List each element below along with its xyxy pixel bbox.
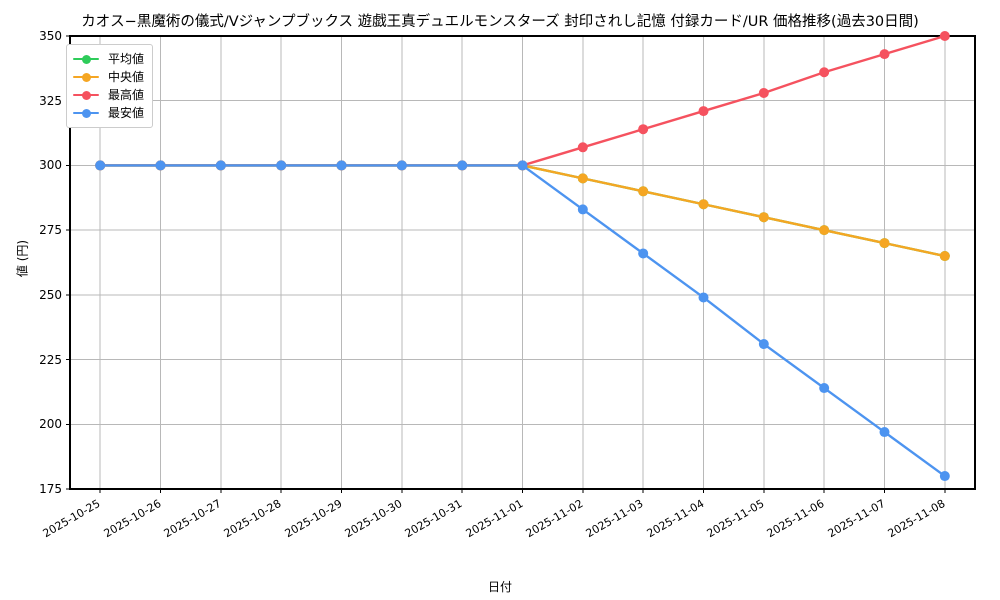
data-point-marker [577,204,588,215]
legend-marker-icon [73,106,99,120]
data-point-marker [336,160,347,171]
data-point-marker [939,471,950,482]
y-axis-tick-label: 325 [39,93,62,108]
data-point-marker [758,339,769,350]
data-point-marker [879,238,890,249]
data-point-marker [577,173,588,184]
y-axis-tick-label: 300 [39,158,62,173]
data-point-marker [698,292,709,303]
data-point-marker [819,383,830,394]
chart-legend: 平均値中央値最高値最安値 [66,44,154,128]
data-point-marker [819,225,830,236]
legend-item-label: 最安値 [108,106,145,120]
data-point-marker [155,160,166,171]
y-axis-tick-label: 350 [39,29,62,43]
data-point-marker [698,199,709,210]
data-point-marker [638,186,649,197]
legend-item-最安値[interactable]: 最安値 [73,104,144,122]
data-point-marker [95,160,106,171]
data-point-marker [939,31,950,41]
data-point-marker [457,160,468,171]
legend-marker-icon [73,52,99,66]
legend-item-平均値[interactable]: 平均値 [73,50,144,68]
data-point-marker [698,106,709,117]
axis-frame [69,35,976,490]
y-axis-tick-label: 250 [39,287,62,302]
data-point-marker [879,49,890,60]
data-point-marker [396,160,407,171]
legend-item-label: 平均値 [108,52,145,66]
series-最安値 [95,160,950,482]
data-point-marker [276,160,287,171]
legend-marker-icon [73,88,99,102]
y-axis-tick-label: 225 [39,352,62,367]
legend-item-最高値[interactable]: 最高値 [73,86,144,104]
y-axis-tick-labels: 175 200 225 250 275 300 325 350 [0,0,62,600]
data-point-marker [879,427,890,438]
data-point-marker [577,142,588,153]
y-axis-title: 値 (円) [15,239,30,278]
data-point-marker [517,160,528,171]
data-point-marker [215,160,226,171]
data-point-marker [819,67,830,78]
data-point-marker [638,248,649,259]
data-point-marker [638,124,649,135]
data-point-marker [939,251,950,262]
y-axis-tick-label: 200 [39,417,62,432]
x-axis-title: 日付 [487,580,512,594]
y-axis-tick-label: 175 [39,482,62,496]
chart-title: カオス−黒魔術の儀式/Vジャンプブックス 遊戯王真デュエルモンスターズ 封印され… [81,14,919,30]
legend-item-label: 中央値 [108,70,145,84]
data-point-marker [758,87,769,98]
data-point-marker [758,212,769,223]
legend-item-label: 最高値 [108,88,145,102]
legend-item-中央値[interactable]: 中央値 [73,68,144,86]
y-axis-tick-label: 275 [39,223,62,238]
legend-marker-icon [73,70,99,84]
